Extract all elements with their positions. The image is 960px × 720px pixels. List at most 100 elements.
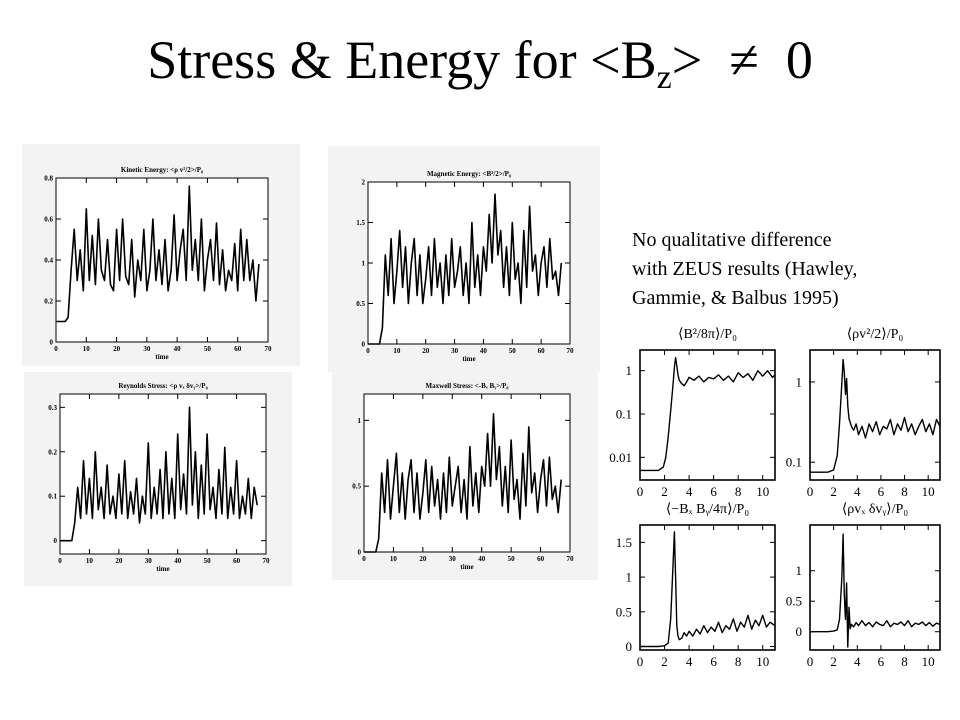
x-tick-label: 8 <box>901 484 908 499</box>
series-line <box>56 185 260 323</box>
note-line-1: No qualitative difference <box>632 229 832 251</box>
x-tick-label: 6 <box>710 654 717 669</box>
x-tick-label: 40 <box>174 557 182 565</box>
x-tick-label: 8 <box>735 654 742 669</box>
y-tick-label: 0.2 <box>44 298 53 306</box>
x-tick-label: 30 <box>451 347 459 355</box>
x-tick-label: 30 <box>145 557 153 565</box>
x-tick-label: 10 <box>922 654 935 669</box>
y-tick-label: 1 <box>626 363 633 378</box>
series-line <box>810 358 941 473</box>
x-tick-label: 30 <box>449 555 457 563</box>
chart-title: ⟨ρv²/2⟩/P₀ <box>847 327 904 342</box>
chart-title: Kinetic Energy: <ρ v²/2>/P₀ <box>121 166 203 174</box>
plot-frame <box>363 393 571 553</box>
x-tick-label: 40 <box>480 347 488 355</box>
title-subscript: z <box>656 59 672 96</box>
y-tick-label: 0.6 <box>44 216 53 224</box>
y-tick-label: 1.5 <box>356 219 365 227</box>
x-tick-label: 2 <box>830 654 837 669</box>
y-tick-label: 0.3 <box>48 404 57 412</box>
plot-frame <box>809 349 941 481</box>
x-tick-label: 6 <box>878 654 885 669</box>
x-tick-label: 20 <box>422 347 430 355</box>
x-tick-label: 6 <box>710 484 717 499</box>
y-tick-label: 0.8 <box>44 175 53 183</box>
x-tick-label: 10 <box>86 557 94 565</box>
y-tick-label: 0.1 <box>786 455 802 470</box>
y-tick-label: 0.01 <box>609 450 632 465</box>
x-tick-label: 8 <box>901 654 908 669</box>
y-tick-label: 1 <box>796 374 803 389</box>
x-tick-label: 0 <box>807 484 814 499</box>
x-tick-label: 10 <box>83 345 91 353</box>
x-tick-label: 4 <box>686 654 693 669</box>
x-tick-label: 4 <box>686 484 693 499</box>
x-tick-label: 2 <box>830 484 837 499</box>
y-tick-label: 2 <box>362 179 366 187</box>
x-tick-label: 2 <box>661 654 668 669</box>
chart-title: Reynolds Stress: <ρ vₓ δvᵧ>/P₀ <box>118 382 207 390</box>
x-tick-label: 60 <box>234 345 242 353</box>
y-tick-label: 0.2 <box>48 448 57 456</box>
x-tick-label: 6 <box>878 484 885 499</box>
title-tail: > <box>671 30 703 90</box>
y-tick-label: 1.5 <box>616 535 632 550</box>
note-line-2: with ZEUS results (Hawley, <box>632 258 858 280</box>
y-tick-label: 0.4 <box>44 257 53 265</box>
y-tick-label: 0 <box>358 549 362 557</box>
x-tick-label: 0 <box>366 347 370 355</box>
x-tick-label: 50 <box>204 345 212 353</box>
x-tick-label: 40 <box>174 345 182 353</box>
x-axis-label: time <box>155 353 168 361</box>
series-line <box>368 193 563 345</box>
x-tick-label: 10 <box>756 654 769 669</box>
y-tick-label: 1 <box>362 260 366 268</box>
y-tick-label: 0.1 <box>616 407 632 422</box>
series-line <box>810 533 941 648</box>
x-tick-label: 0 <box>58 557 62 565</box>
x-tick-label: 10 <box>390 555 398 563</box>
x-tick-label: 60 <box>233 557 241 565</box>
x-tick-label: 20 <box>115 557 123 565</box>
x-tick-label: 30 <box>143 345 151 353</box>
title-main: Stress & Energy for <B <box>147 30 657 90</box>
y-tick-label: 0.5 <box>356 300 365 308</box>
chart-title: ⟨B²/8π⟩/P₀ <box>678 327 737 342</box>
x-tick-label: 70 <box>265 345 273 353</box>
x-tick-label: 4 <box>854 654 861 669</box>
x-tick-label: 0 <box>637 654 644 669</box>
y-tick-label: 0.5 <box>786 594 802 609</box>
plot-frame <box>639 524 776 651</box>
chart-title: Magnetic Energy: <B²/2>/P₀ <box>427 170 511 178</box>
x-tick-label: 10 <box>922 484 935 499</box>
x-tick-label: 70 <box>263 557 271 565</box>
y-tick-label: 0 <box>796 624 803 639</box>
x-tick-label: 2 <box>661 484 668 499</box>
y-tick-label: 1 <box>358 417 362 425</box>
series-line <box>364 412 562 553</box>
series-line <box>60 406 258 542</box>
y-tick-label: 0.1 <box>48 493 57 501</box>
x-axis-label: time <box>462 355 475 363</box>
x-tick-label: 0 <box>54 345 58 353</box>
series-line <box>640 531 776 648</box>
plot-frame <box>639 349 776 481</box>
y-tick-label: 1 <box>796 563 803 578</box>
chart-title: Maxwell Stress: <-Bₓ Bᵧ>/P₀ <box>426 382 509 390</box>
x-tick-label: 10 <box>756 484 769 499</box>
y-tick-label: 0 <box>54 537 58 545</box>
y-tick-label: 0 <box>626 639 633 654</box>
slide-title: Stress & Energy for <Bz> ≠ 0 <box>0 28 960 110</box>
x-tick-label: 50 <box>509 347 517 355</box>
title-not-equal: ≠ <box>729 30 759 90</box>
x-tick-label: 20 <box>113 345 121 353</box>
x-tick-label: 0 <box>637 484 644 499</box>
